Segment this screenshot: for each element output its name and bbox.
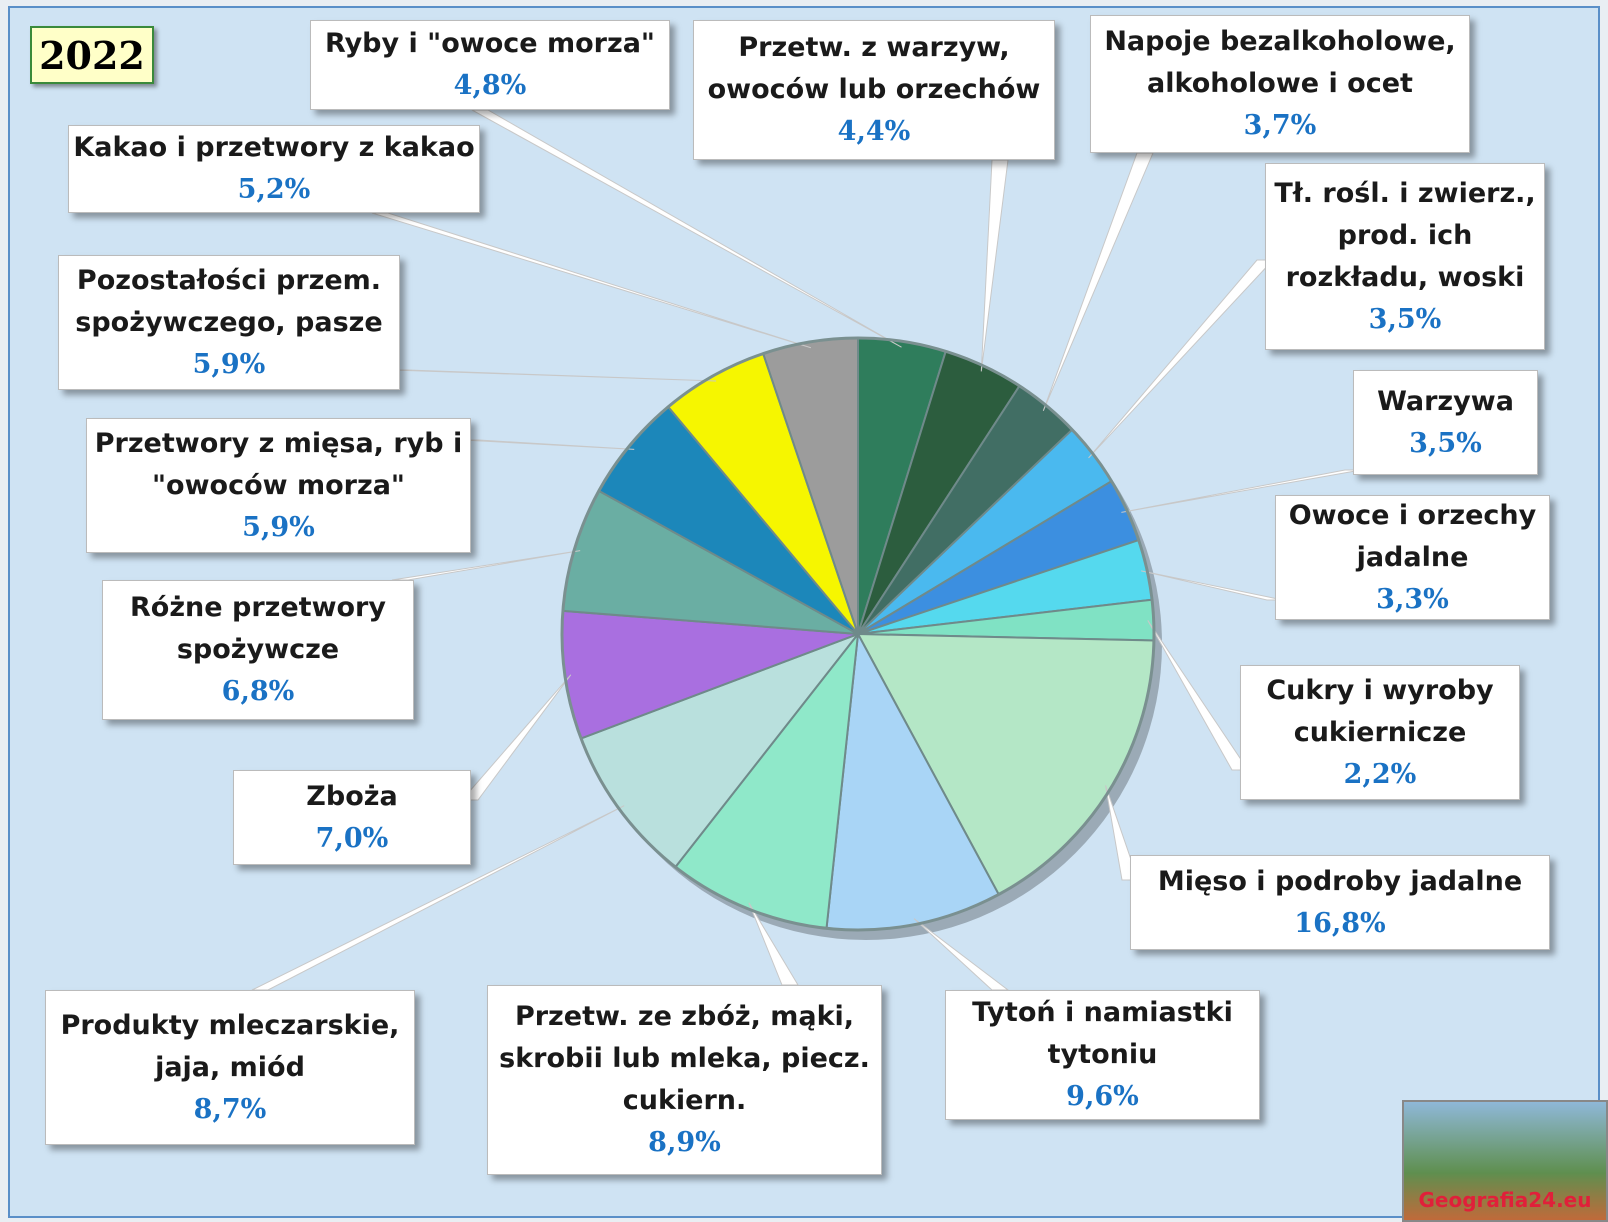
value-label: 8,7% (193, 1093, 267, 1125)
category-label: Cukry i wyroby cukiernicze (1266, 674, 1494, 748)
category-label: Warzywa (1377, 385, 1514, 417)
category-label: Różne przetwory spożywcze (130, 592, 386, 665)
category-label: Mięso i podroby jadalne (1157, 865, 1523, 897)
label-box: Cukry i wyroby cukiernicze 2,2% (1240, 665, 1520, 800)
category-label: Tytoń i namiastki tytoniu (972, 997, 1233, 1070)
value-label: 7,0% (315, 822, 389, 854)
category-label: Napoje bezalkoholowe, alkoholowe i ocet (1104, 26, 1456, 99)
leader-line (391, 369, 717, 382)
leader-line (460, 674, 572, 801)
value-label: 6,8% (221, 676, 295, 707)
value-label: 2,2% (1343, 758, 1417, 790)
value-label: 3,7% (1243, 110, 1317, 141)
chart-title: 2022 (30, 26, 154, 84)
value-label: 5,2% (237, 174, 311, 205)
leader-line (1147, 620, 1249, 771)
label-box: Napoje bezalkoholowe, alkoholowe i ocet 3… (1090, 15, 1470, 153)
label-box: Kakao i przetwory z kakao 5,2% (68, 125, 480, 213)
leader-line (1088, 259, 1275, 459)
value-label: 16,8% (1294, 907, 1386, 939)
value-label: 9,6% (1066, 1081, 1139, 1112)
label-box: Tytoń i namiastki tytoniu 9,6% (945, 990, 1260, 1120)
category-label: Przetw. ze zbóż, mąki, skrobii lub mleka… (499, 1001, 870, 1116)
label-box: Ryby i "owoce morza" 4,8% (310, 20, 670, 110)
label-box: Warzywa 3,5% (1353, 370, 1538, 475)
value-label: 3,3% (1376, 583, 1449, 615)
label-box: Przetw. z warzyw, owoców lub orzechów 4,4… (693, 20, 1055, 160)
leader-line (913, 918, 1010, 991)
label-box: Pozostałości przem. spożywczego, pasze 5,… (58, 255, 400, 390)
value-label: 3,5% (1409, 427, 1482, 459)
value-label: 3,5% (1368, 303, 1442, 335)
label-box: Różne przetwory spożywcze 6,8% (102, 580, 414, 720)
category-label: Przetw. z warzyw, owoców lub orzechów (707, 32, 1041, 105)
label-box: Przetwory z mięsa, ryb i "owoców morza" 5… (86, 418, 471, 553)
leader-line (371, 212, 812, 349)
value-label: 4,4% (837, 116, 911, 147)
value-label: 8,9% (648, 1127, 721, 1158)
label-box: Mięso i podroby jadalne 16,8% (1130, 855, 1550, 950)
label-box: Owoce i orzechy jadalne 3,3% (1275, 495, 1550, 620)
leader-line (1042, 152, 1154, 412)
label-box: Produkty mleczarskie, jaja, miód 8,7% (45, 990, 415, 1145)
category-label: Produkty mleczarskie, jaja, miód (60, 1009, 400, 1083)
pie-gloss (560, 336, 1156, 932)
logo: Geografia24.eu (1402, 1100, 1608, 1222)
value-label: 5,9% (242, 511, 315, 543)
category-label: Ryby i "owoce morza" (325, 28, 655, 59)
category-label: Pozostałości przem. spożywczego, pasze (75, 264, 383, 338)
label-box: Tł. rośl. i zwierz., prod. ich rozkładu,… (1265, 163, 1545, 350)
value-label: 5,9% (192, 348, 266, 380)
category-label: Owoce i orzechy jadalne (1288, 499, 1537, 573)
leader-line (1141, 570, 1284, 601)
category-label: Tł. rośl. i zwierz., prod. ich rozkładu,… (1274, 177, 1536, 293)
category-label: Kakao i przetwory z kakao (73, 132, 475, 163)
leader-line (462, 439, 635, 450)
label-box: Przetw. ze zbóż, mąki, skrobii lub mleka… (487, 985, 882, 1175)
leader-line (471, 109, 902, 348)
leader-line (980, 159, 1009, 372)
category-label: Zboża (306, 780, 398, 812)
value-label: 4,8% (453, 70, 527, 101)
leader-line (391, 550, 581, 581)
label-box: Zboża 7,0% (233, 770, 471, 865)
category-label: Przetwory z mięsa, ryb i "owoców morza" (94, 427, 463, 501)
